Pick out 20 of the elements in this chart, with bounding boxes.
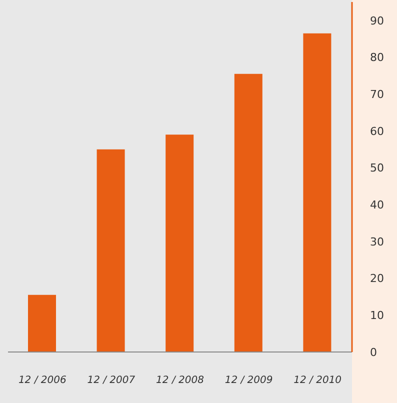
- y-tick-label: 40: [370, 198, 384, 212]
- y-tick-label: 30: [370, 235, 384, 248]
- bar: [166, 134, 194, 352]
- y-tick-label: 20: [370, 272, 384, 286]
- x-tick-label: 12 / 2008: [156, 375, 204, 386]
- bar: [303, 33, 332, 352]
- y-tick-label: 90: [370, 14, 384, 28]
- bar: [96, 149, 125, 352]
- y-tick-label: 60: [370, 124, 384, 138]
- x-tick-label: 12 / 2009: [224, 375, 273, 386]
- x-tick-label: 12 / 2010: [294, 375, 342, 386]
- x-tick-label: 12 / 2006: [18, 375, 66, 386]
- y-tick-label: 0: [370, 346, 377, 359]
- x-tick-label: 12 / 2007: [87, 375, 136, 386]
- bar: [28, 294, 56, 352]
- y-tick-label: 70: [370, 88, 384, 102]
- y-tick-label: 80: [370, 51, 384, 64]
- y-tick-label: 50: [370, 162, 384, 175]
- bar: [234, 74, 262, 352]
- y-tick-label: 10: [370, 309, 384, 322]
